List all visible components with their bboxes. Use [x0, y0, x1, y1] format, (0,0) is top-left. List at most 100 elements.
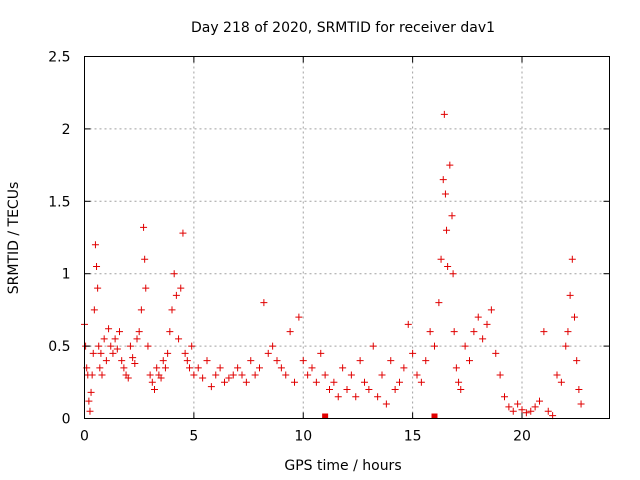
data-point [93, 262, 101, 270]
data-point [483, 320, 491, 328]
data-point [536, 397, 543, 405]
data-point [527, 407, 535, 415]
data-point [102, 357, 110, 365]
data-point [531, 403, 539, 411]
data-point [409, 349, 417, 357]
data-point [455, 378, 463, 386]
data-point [212, 371, 220, 379]
y-tick-label: 2.5 [48, 50, 70, 66]
data-point [100, 335, 108, 343]
data-point [518, 406, 526, 414]
data-point [404, 320, 412, 328]
x-tick-label: 5 [189, 429, 198, 445]
data-point [137, 306, 145, 314]
data-point [203, 357, 211, 365]
data-point [391, 386, 399, 394]
ticks-layer: 0 0.5 1 1.5 2 2.5 0 5 10 15 20 [48, 50, 610, 445]
data-point [94, 284, 102, 292]
data-point [549, 412, 557, 420]
data-point [286, 328, 294, 336]
baseline-marker [431, 413, 438, 419]
data-point [159, 357, 167, 365]
data-point [557, 378, 565, 386]
data-point [186, 364, 193, 372]
plot-frame [84, 56, 610, 419]
data-point [207, 383, 215, 391]
points-layer [81, 110, 585, 420]
data-point [179, 229, 187, 237]
data-point [505, 403, 513, 411]
data-point [177, 284, 185, 292]
data-point [118, 357, 126, 365]
data-point [374, 393, 382, 401]
data-point [299, 357, 307, 365]
data-point [308, 364, 316, 372]
data-point [522, 409, 530, 417]
data-point [161, 364, 169, 372]
y-tick-label: 1.5 [48, 194, 70, 210]
data-point [312, 378, 320, 386]
data-point [98, 371, 106, 379]
data-point [422, 357, 430, 365]
data-point [175, 335, 183, 343]
data-point [426, 328, 434, 336]
data-point [183, 357, 191, 365]
y-tick-label: 2 [62, 122, 71, 138]
data-point [356, 357, 364, 365]
data-point [450, 328, 458, 336]
data-point [141, 255, 149, 263]
data-point [413, 371, 421, 379]
data-point [431, 342, 438, 350]
data-point [440, 110, 448, 118]
data-point [317, 349, 325, 357]
data-point [188, 342, 196, 350]
y-axis-label: SRMTID / TECUs [6, 182, 22, 295]
data-point [326, 386, 333, 394]
data-point [295, 313, 303, 321]
data-point [166, 328, 174, 336]
data-point [260, 299, 268, 307]
data-point [564, 328, 572, 336]
data-point [365, 386, 373, 394]
data-point [273, 357, 281, 365]
data-point [417, 378, 425, 386]
data-point [435, 299, 443, 307]
x-axis-label: GPS time / hours [284, 458, 401, 474]
data-point [88, 371, 96, 379]
data-point [474, 313, 482, 321]
data-point [116, 328, 123, 336]
data-point [135, 328, 143, 336]
data-point [190, 371, 198, 379]
data-point [157, 374, 165, 382]
data-point [111, 335, 119, 343]
data-point [571, 313, 578, 321]
data-point [444, 262, 452, 270]
data-point [501, 393, 508, 401]
y-tick-label: 1 [62, 267, 71, 283]
x-tick-label: 20 [513, 429, 531, 445]
data-point [304, 371, 312, 379]
data-point [553, 371, 561, 379]
data-point [168, 306, 176, 314]
data-point [256, 364, 263, 372]
data-point [439, 176, 447, 184]
data-point [446, 161, 454, 169]
data-point [470, 328, 478, 336]
data-point [382, 400, 390, 408]
data-point [91, 241, 99, 249]
data-point [216, 364, 224, 372]
data-point [573, 357, 581, 365]
data-point [85, 397, 93, 405]
data-point [151, 386, 158, 394]
data-point [369, 342, 377, 350]
data-point [562, 342, 570, 350]
data-point [291, 378, 298, 386]
data-point [89, 349, 97, 357]
data-point [566, 291, 574, 299]
baseline-marker [322, 413, 329, 419]
data-point [443, 226, 451, 234]
data-point [277, 364, 285, 372]
data-point [229, 371, 237, 379]
data-point [577, 400, 585, 408]
